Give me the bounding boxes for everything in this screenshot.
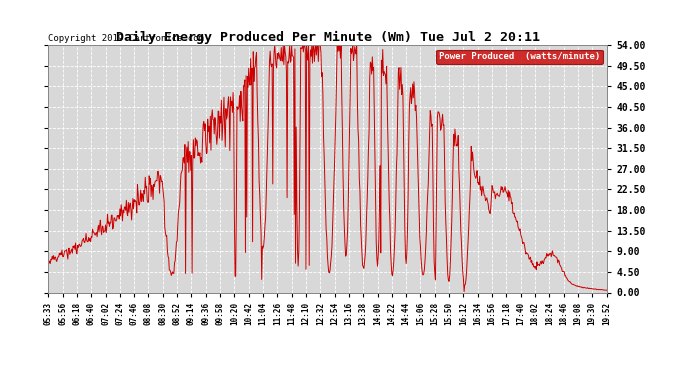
Title: Daily Energy Produced Per Minute (Wm) Tue Jul 2 20:11: Daily Energy Produced Per Minute (Wm) Tu… bbox=[116, 31, 540, 44]
Legend: Power Produced  (watts/minute): Power Produced (watts/minute) bbox=[436, 50, 602, 64]
Text: Copyright 2019 Cartronics.com: Copyright 2019 Cartronics.com bbox=[48, 33, 204, 42]
